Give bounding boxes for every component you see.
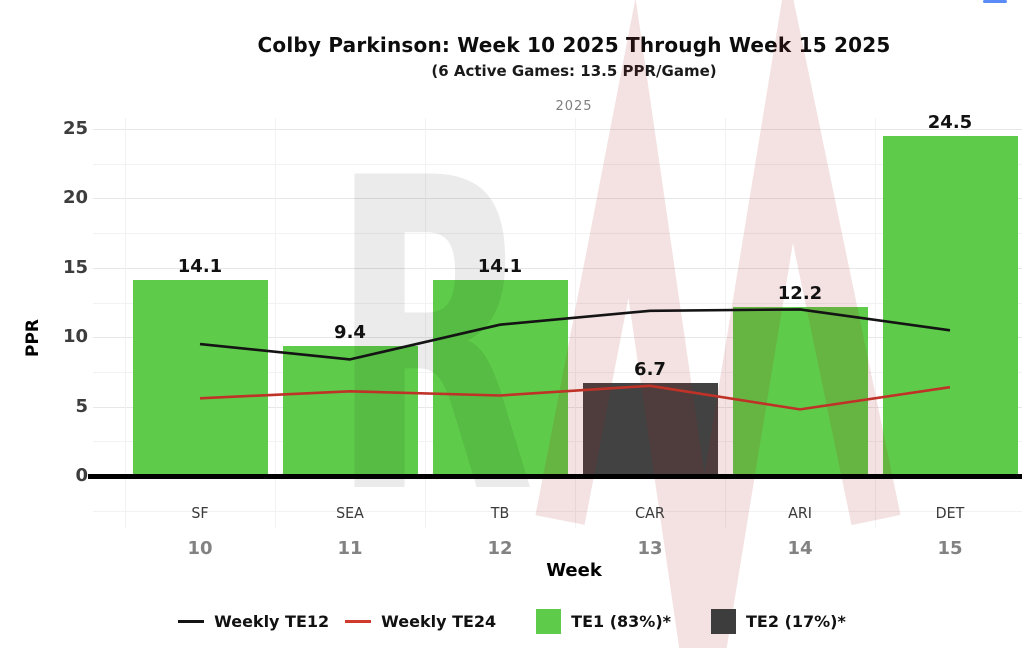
- week-tick-label: 11: [337, 538, 363, 559]
- legend-item-weekly-te12: Weekly TE12: [178, 612, 329, 631]
- gridline: [93, 163, 1022, 165]
- facet-year-label: 2025: [555, 99, 593, 114]
- bar-value-label: 6.7: [634, 359, 666, 380]
- bar-value-label: 14.1: [477, 256, 523, 278]
- bar-value-label: 14.1: [177, 256, 223, 278]
- bar-value-label: 24.5: [927, 111, 973, 133]
- te1-square-swatch: [536, 608, 562, 634]
- legend-item-weekly-te24: Weekly TE24: [345, 612, 496, 631]
- browser-accent-sliver: [983, 0, 1007, 3]
- opponent-label-det: DET: [935, 504, 965, 522]
- week-tick-label: 15: [937, 538, 963, 559]
- gridline: [93, 198, 1022, 200]
- legend-item-te2: TE2 (17%)*: [711, 608, 846, 634]
- opponent-label-tb: TB: [490, 504, 510, 522]
- gridline: [93, 129, 1022, 130]
- week-tick-label: 12: [487, 538, 513, 559]
- y-tick-label: 20: [62, 187, 88, 209]
- chart-subtitle: (6 Active Games: 13.5 PPR/Game): [431, 62, 717, 80]
- week-tick-label: 13: [637, 538, 663, 559]
- legend-item-te1: TE1 (83%)*: [536, 608, 672, 634]
- x-axis-title: Week: [546, 560, 602, 581]
- opponent-label-ari: ARI: [788, 504, 812, 522]
- chart-title: Colby Parkinson: Week 10 2025 Through We…: [257, 33, 891, 57]
- bar-value-label: 9.4: [334, 321, 366, 343]
- gridline: [93, 233, 1022, 235]
- legend-label: TE1 (83%)*: [571, 611, 672, 631]
- legend-label: Weekly TE24: [381, 611, 497, 631]
- bar-det: [882, 135, 1018, 476]
- y-tick-label: 0: [75, 465, 88, 486]
- opponent-label-sf: SF: [191, 504, 209, 522]
- opponent-label-car: CAR: [635, 504, 665, 522]
- y-tick-label: 5: [75, 395, 88, 417]
- legend-label: TE2 (17%)*: [746, 611, 846, 631]
- gridline: [93, 267, 1022, 269]
- te2-square-swatch: [711, 608, 737, 634]
- legend-label: Weekly TE12: [214, 611, 330, 631]
- te12-line-swatch: [178, 619, 205, 623]
- opponent-label-sea: SEA: [336, 504, 364, 522]
- y-tick-label: 25: [62, 118, 88, 139]
- x-axis-baseline: [88, 474, 1022, 479]
- gridline: [93, 510, 1022, 512]
- week-tick-label: 10: [187, 538, 213, 559]
- gridline: [125, 118, 126, 528]
- week-tick-label: 14: [787, 538, 813, 559]
- legend: Weekly TE12 Weekly TE24 TE1 (83%)* TE2 (…: [0, 604, 1024, 638]
- te24-line-swatch: [345, 619, 372, 623]
- bar-value-label: 12.2: [777, 282, 823, 304]
- y-tick-label: 15: [62, 256, 88, 278]
- y-tick-label: 10: [62, 326, 88, 348]
- bar-sea: [282, 345, 418, 476]
